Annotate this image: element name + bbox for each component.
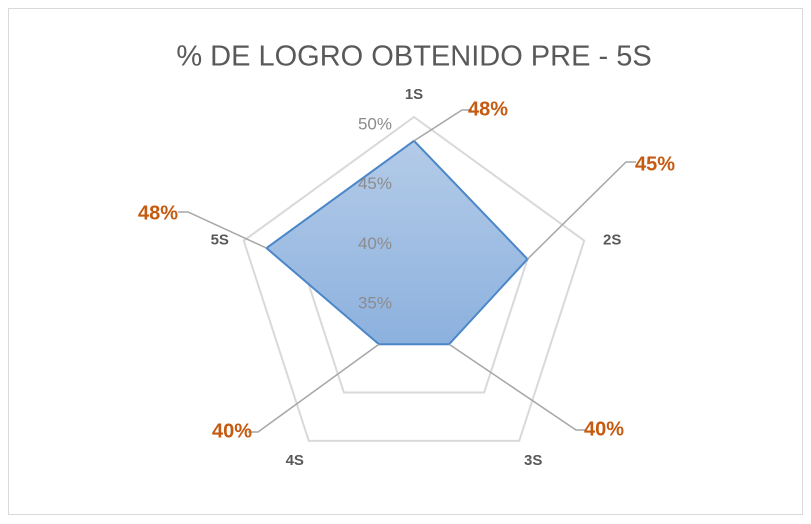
category-label: 2S bbox=[603, 232, 621, 249]
value-label: 40% bbox=[584, 418, 624, 440]
leader-line bbox=[526, 161, 636, 260]
value-label: 48% bbox=[138, 202, 178, 224]
value-label: 40% bbox=[212, 420, 252, 442]
leader-line bbox=[248, 343, 380, 433]
r-tick-label: 35% bbox=[358, 293, 392, 312]
value-label: 45% bbox=[635, 153, 675, 175]
chart-title: % DE LOGRO OBTENIDO PRE - 5S bbox=[176, 41, 651, 73]
leader-line bbox=[413, 109, 472, 142]
r-tick-label: 50% bbox=[358, 114, 392, 133]
category-label: 1S bbox=[405, 86, 423, 103]
category-label: 5S bbox=[211, 232, 229, 249]
series-area bbox=[264, 139, 529, 346]
grid-line bbox=[242, 115, 586, 442]
leader-line bbox=[448, 343, 586, 431]
value-label: 48% bbox=[468, 98, 508, 120]
category-label: 3S bbox=[524, 452, 542, 469]
leader-line bbox=[178, 211, 267, 249]
r-tick-label: 45% bbox=[358, 174, 392, 193]
category-label: 4S bbox=[286, 452, 304, 469]
r-tick-label: 40% bbox=[358, 234, 392, 253]
